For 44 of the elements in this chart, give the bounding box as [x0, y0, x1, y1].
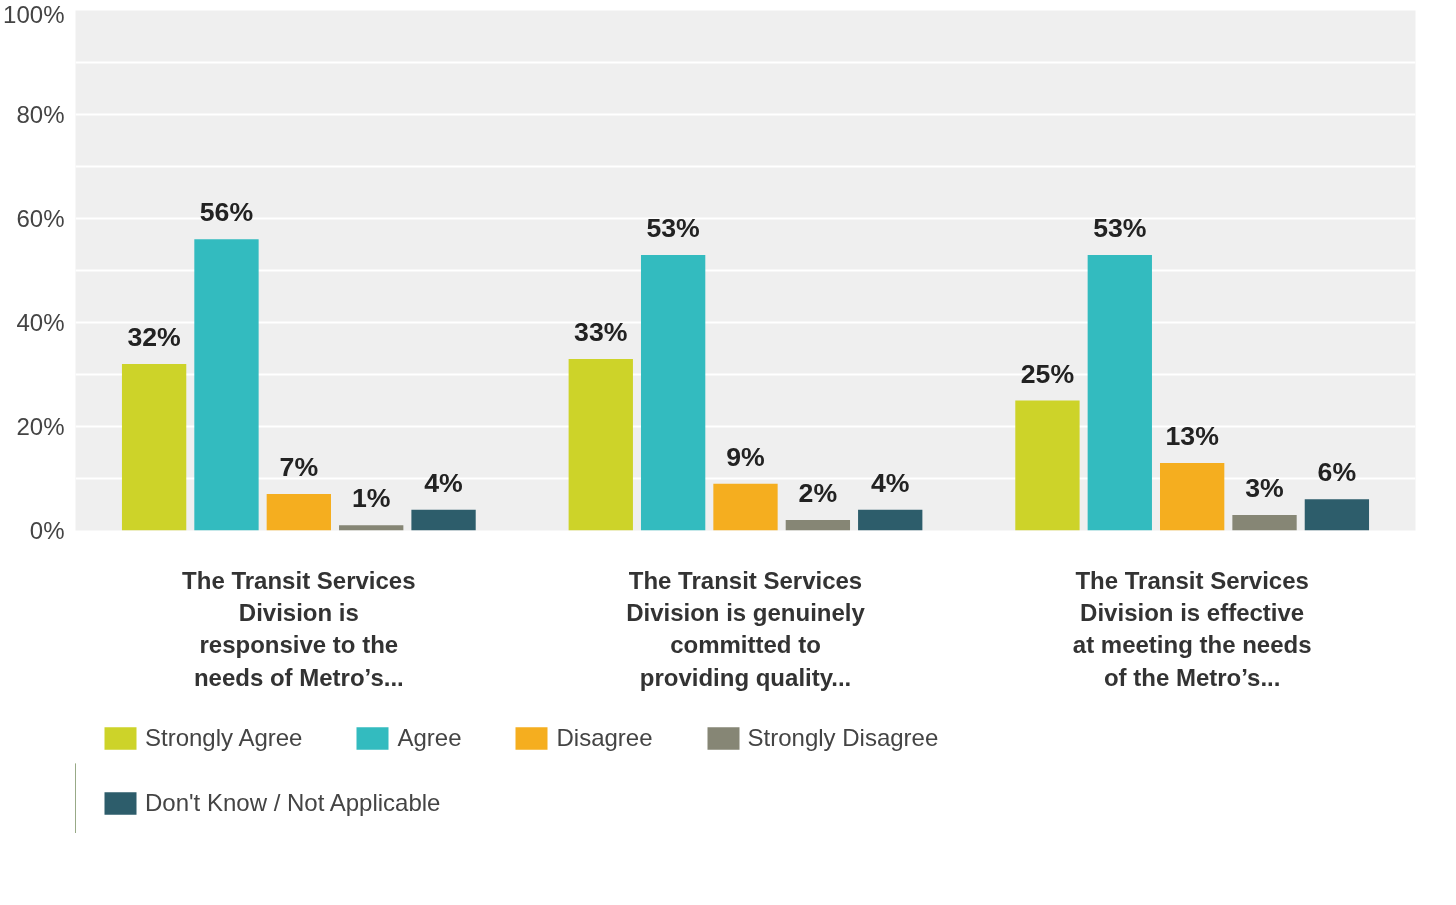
y-tick-label: 20% — [16, 413, 65, 440]
bar — [568, 358, 633, 531]
y-tick-label: 0% — [29, 517, 65, 544]
bar — [1304, 499, 1370, 531]
data-label: 6% — [1317, 457, 1357, 488]
bar — [339, 525, 404, 531]
data-label: 33% — [574, 316, 628, 347]
data-label: 4% — [870, 467, 910, 498]
bar — [266, 494, 331, 531]
legend-label: Strongly Agree — [145, 723, 303, 753]
data-label: 13% — [1165, 420, 1219, 451]
bar — [1160, 462, 1225, 531]
bar — [713, 483, 778, 531]
data-label: 53% — [646, 212, 700, 243]
bar — [194, 239, 259, 531]
data-label: 7% — [279, 452, 319, 483]
data-label: 2% — [798, 478, 838, 509]
bar — [1087, 254, 1152, 531]
bar — [640, 254, 706, 531]
data-label: 32% — [127, 322, 181, 353]
bar — [1232, 514, 1297, 531]
data-label: 56% — [199, 197, 254, 228]
legend-label: Disagree — [556, 723, 653, 753]
y-tick-label: 40% — [16, 309, 65, 336]
bar — [1015, 400, 1080, 531]
data-label: 25% — [1020, 358, 1075, 389]
data-label: 1% — [351, 483, 391, 514]
bar — [785, 520, 851, 531]
bar — [858, 509, 923, 531]
legend-label: Don't Know / Not Applicable — [145, 788, 441, 818]
data-label: 4% — [424, 467, 463, 498]
data-label: 53% — [1093, 212, 1147, 243]
x-tick-label: The Transit Services Division is responsive to the needs of Metro’s... — [182, 566, 416, 691]
data-label: 3% — [1245, 472, 1284, 503]
y-tick-label: 60% — [16, 205, 65, 232]
legend-label: Strongly Disagree — [747, 723, 939, 753]
bar — [411, 509, 476, 531]
bar — [121, 364, 187, 531]
data-label: 9% — [726, 441, 765, 472]
legend-label: Agree — [397, 723, 462, 753]
x-tick-label: The Transit Services Division is effective at meeting the needs of the Metro’s... — [1072, 566, 1312, 691]
y-tick-label: 100% — [3, 0, 65, 28]
y-tick-label: 80% — [16, 101, 65, 128]
x-tick-label: The Transit Services Division is genuinely committed to providing quality... — [626, 566, 866, 691]
